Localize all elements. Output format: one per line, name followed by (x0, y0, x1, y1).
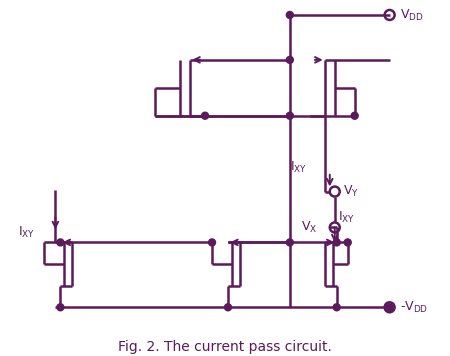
Circle shape (286, 112, 293, 119)
Text: I$_{\mathregular{XY}}$: I$_{\mathregular{XY}}$ (290, 160, 307, 175)
Circle shape (351, 112, 358, 119)
Text: -V$_{\mathregular{DD}}$: -V$_{\mathregular{DD}}$ (400, 300, 428, 315)
Circle shape (208, 239, 216, 246)
Text: I$_{\mathregular{XY}}$: I$_{\mathregular{XY}}$ (18, 225, 36, 240)
Text: V$_{\mathregular{DD}}$: V$_{\mathregular{DD}}$ (400, 7, 423, 22)
Circle shape (202, 112, 208, 119)
Circle shape (57, 304, 64, 311)
Circle shape (286, 11, 293, 19)
Circle shape (333, 304, 340, 311)
Text: Fig. 2. The current pass circuit.: Fig. 2. The current pass circuit. (118, 340, 332, 354)
Circle shape (286, 239, 293, 246)
Text: V$_{\mathregular{X}}$: V$_{\mathregular{X}}$ (302, 220, 318, 235)
Circle shape (286, 56, 293, 63)
Circle shape (344, 239, 351, 246)
Circle shape (57, 239, 64, 246)
Text: V$_{\mathregular{Y}}$: V$_{\mathregular{Y}}$ (343, 184, 359, 199)
Circle shape (333, 239, 340, 246)
Circle shape (386, 304, 393, 311)
Circle shape (225, 304, 231, 311)
Text: I$_{\mathregular{XY}}$: I$_{\mathregular{XY}}$ (338, 210, 355, 225)
